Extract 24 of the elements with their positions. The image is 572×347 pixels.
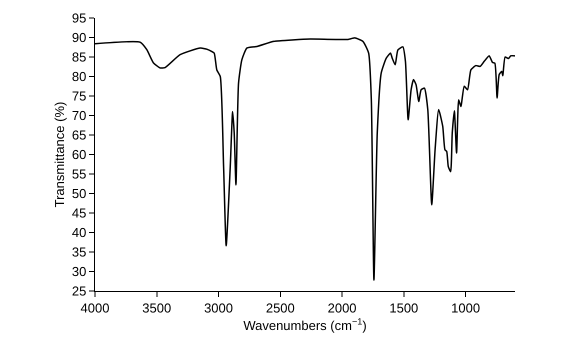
y-tick-label: 50 bbox=[72, 186, 86, 202]
x-tick-label: 1500 bbox=[389, 300, 418, 316]
x-tick-label: 2000 bbox=[328, 300, 357, 316]
y-tick-label: 30 bbox=[72, 264, 86, 280]
x-tick-label: 3500 bbox=[142, 300, 172, 316]
y-tick-label: 75 bbox=[72, 88, 86, 104]
x-tick-label: 1000 bbox=[451, 300, 480, 316]
x-axis-title: Wavenumbers (cm$^{−1}$) bbox=[243, 316, 367, 334]
y-tick-label: 85 bbox=[72, 50, 86, 65]
y-axis-title: Transmittance (%) bbox=[52, 102, 67, 208]
y-tick-label: 45 bbox=[72, 206, 86, 221]
y-tick-label: 95 bbox=[72, 10, 86, 26]
y-tick-label: 35 bbox=[72, 244, 86, 260]
y-tick-label: 80 bbox=[72, 69, 86, 84]
y-tick-label: 40 bbox=[72, 225, 86, 240]
x-tick-label: 4000 bbox=[80, 300, 110, 316]
y-tick-label: 25 bbox=[72, 284, 86, 299]
y-tick-label: 90 bbox=[72, 30, 86, 46]
y-tick-label: 60 bbox=[72, 147, 86, 162]
x-tick-label: 3000 bbox=[204, 300, 233, 316]
y-tick-label: 65 bbox=[72, 128, 86, 143]
y-tick-label: 70 bbox=[72, 108, 86, 124]
x-tick-label: 2500 bbox=[266, 300, 295, 316]
y-tick-label: 55 bbox=[72, 166, 86, 182]
